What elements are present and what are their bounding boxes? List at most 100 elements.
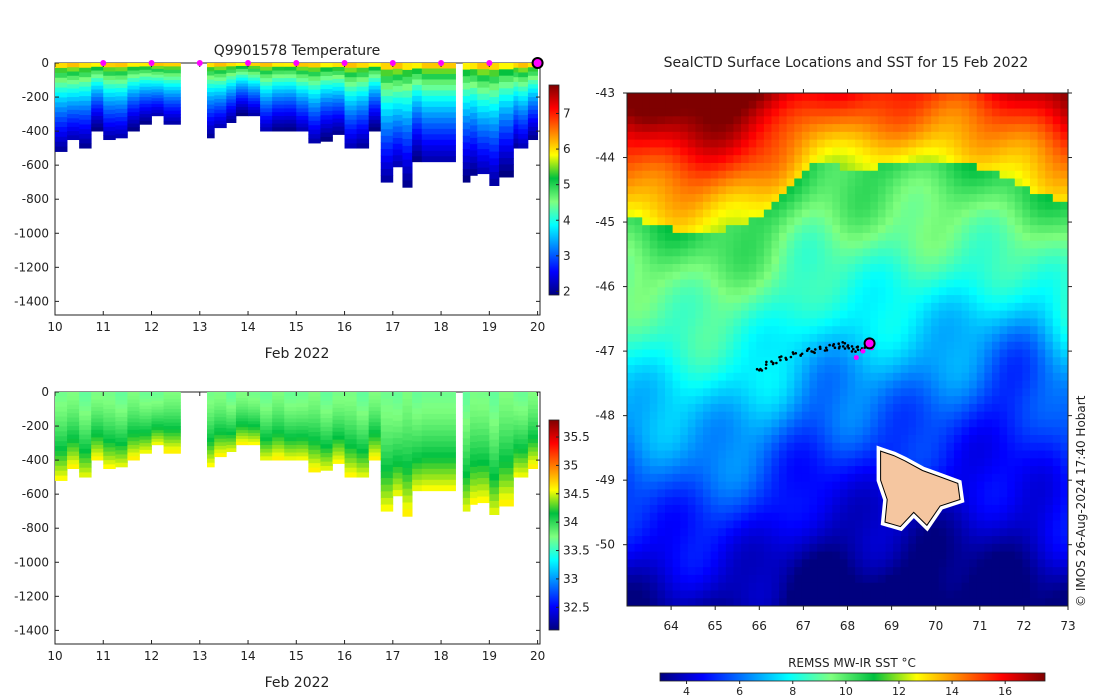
sal-cell xyxy=(272,392,285,397)
sst-cell xyxy=(657,536,666,545)
sst-cell xyxy=(718,162,727,172)
sal-cell xyxy=(308,436,321,442)
sst-cell xyxy=(649,108,658,117)
sst-cell xyxy=(839,411,848,420)
sst-cell xyxy=(900,528,909,537)
sst-cell xyxy=(999,497,1008,506)
sst-cell xyxy=(976,403,985,413)
sal-cell xyxy=(214,449,227,454)
temp-cell xyxy=(513,81,519,88)
sst-cell xyxy=(741,225,750,234)
sst-cell xyxy=(634,497,643,506)
sst-cell xyxy=(771,271,780,281)
colorbar-tick-label: 2 xyxy=(563,284,571,298)
sst-cell xyxy=(984,341,993,350)
sst-cell xyxy=(642,147,651,156)
sst-cell xyxy=(642,574,651,584)
sst-cell xyxy=(824,178,833,187)
sst-cell xyxy=(999,528,1008,537)
sst-cell xyxy=(969,108,978,117)
sst-cell xyxy=(794,536,803,545)
temp-cell xyxy=(151,77,164,81)
sst-cell xyxy=(642,528,651,537)
sst-cell xyxy=(915,551,925,560)
sst-cell xyxy=(801,256,810,265)
sst-cell xyxy=(1014,287,1023,296)
sst-cell xyxy=(649,124,658,133)
sst-cell xyxy=(801,365,810,374)
sst-cell xyxy=(710,201,719,211)
sal-cell xyxy=(67,438,80,444)
sst-cell xyxy=(801,435,810,444)
sst-cell xyxy=(649,170,658,179)
sst-cell xyxy=(687,388,696,397)
sst-cell xyxy=(801,318,810,327)
sst-cell xyxy=(893,248,902,257)
sst-cell xyxy=(832,365,841,374)
sst-cell xyxy=(665,543,674,553)
sal-cell xyxy=(79,396,92,402)
sst-cell xyxy=(847,217,856,226)
sal-cell xyxy=(368,403,382,408)
sst-cell xyxy=(779,333,788,343)
y-tick-label: -800 xyxy=(22,192,49,206)
sst-cell xyxy=(1014,365,1023,374)
sst-cell xyxy=(999,357,1008,366)
sst-cell xyxy=(718,232,727,242)
temp-cell xyxy=(498,164,514,172)
sst-cell xyxy=(855,248,864,257)
sst-cell xyxy=(665,559,674,568)
sst-cell xyxy=(809,403,818,413)
sst-cell xyxy=(642,458,651,467)
sst-cell xyxy=(649,435,658,444)
sal-cell xyxy=(235,409,249,413)
sst-cell xyxy=(771,543,780,553)
sst-cell xyxy=(642,131,651,141)
sst-cell xyxy=(900,326,909,335)
sst-cell xyxy=(946,162,955,172)
sst-cell xyxy=(976,326,985,335)
sst-cell xyxy=(687,543,696,553)
sst-cell xyxy=(695,225,704,234)
sst-cell xyxy=(999,147,1008,156)
sst-cell xyxy=(839,318,848,327)
sst-cell xyxy=(763,295,772,304)
sst-cell xyxy=(931,186,940,195)
sst-cell xyxy=(931,131,940,141)
sst-cell xyxy=(969,186,978,195)
sal-cell xyxy=(248,441,261,446)
sst-cell xyxy=(809,419,818,428)
sst-cell xyxy=(725,567,734,576)
sst-cell xyxy=(809,240,818,249)
sst-cell xyxy=(748,341,757,350)
sal-cell xyxy=(421,468,456,475)
sst-cell xyxy=(832,310,841,319)
temp-cell xyxy=(368,112,382,117)
salinity-colorbar xyxy=(548,419,560,631)
sst-cell xyxy=(642,264,651,273)
sst-cell xyxy=(961,520,970,529)
sst-cell xyxy=(946,388,955,397)
sst-cell xyxy=(839,326,848,335)
sst-cell xyxy=(946,365,955,374)
sst-cell xyxy=(855,217,864,226)
sst-cell xyxy=(923,427,932,436)
sal-cell xyxy=(296,444,309,450)
temp-cell xyxy=(272,85,285,90)
temp-cell xyxy=(79,96,92,102)
sst-cell xyxy=(908,372,917,382)
sst-cell xyxy=(862,458,871,467)
sst-cell xyxy=(771,155,780,164)
sst-cell xyxy=(756,162,765,172)
sst-cell xyxy=(946,559,955,568)
sst-cell xyxy=(862,162,871,172)
sst-cell xyxy=(627,466,636,475)
sst-cell xyxy=(900,93,909,102)
sst-cell xyxy=(794,458,803,467)
sst-cell xyxy=(855,209,864,218)
temp-cell xyxy=(356,133,370,140)
sal-cell xyxy=(462,398,471,406)
sst-cell xyxy=(817,598,826,607)
sst-cell xyxy=(946,209,955,218)
sst-cell xyxy=(725,271,734,281)
